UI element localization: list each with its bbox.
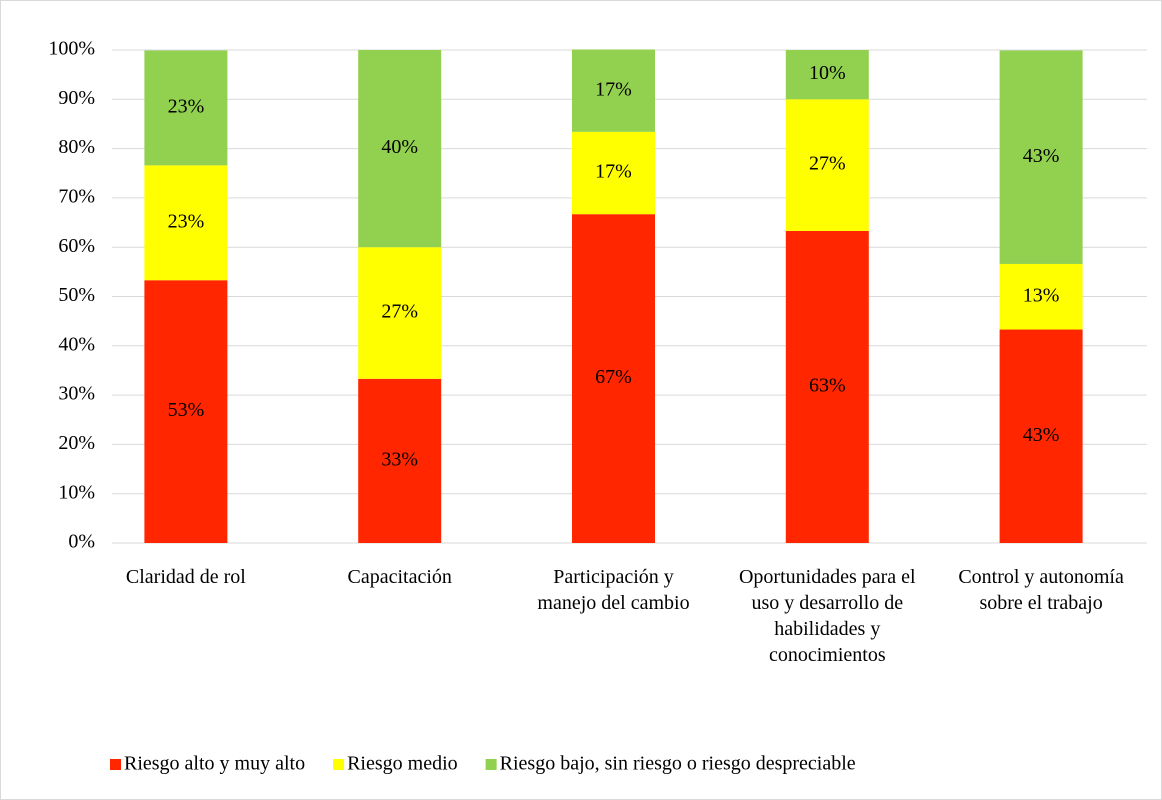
- x-tick-label: Claridad de rol: [126, 566, 246, 588]
- y-tick-label: 50%: [58, 284, 95, 306]
- bar-segment: [785, 230, 869, 543]
- legend-label: Riesgo bajo, sin riesgo o riesgo desprec…: [500, 753, 856, 775]
- data-label: 27%: [809, 153, 846, 175]
- data-label: 17%: [595, 78, 632, 100]
- legend-swatch: [333, 759, 345, 770]
- bar-segment: [572, 214, 655, 543]
- legend-label: Riesgo alto y muy alto: [124, 753, 305, 775]
- data-label: 53%: [168, 399, 205, 421]
- bar-segment: [358, 247, 442, 379]
- data-label: 43%: [1023, 424, 1060, 446]
- bar-segment: [358, 378, 442, 543]
- y-tick-label: 40%: [58, 333, 95, 355]
- bar-segment: [785, 99, 869, 231]
- bar-segment: [144, 165, 228, 281]
- x-tick-label: Capacitación: [347, 566, 451, 588]
- data-label: 23%: [168, 210, 205, 232]
- y-tick-label: 100%: [48, 38, 95, 60]
- bar-segment: [572, 49, 655, 132]
- data-label: 10%: [809, 62, 846, 84]
- x-tick-label: Control y autonomía sobre el trabajo: [958, 566, 1124, 614]
- bar-segment: [785, 50, 869, 100]
- bar-segment: [572, 131, 655, 215]
- y-tick-label: 60%: [58, 235, 95, 257]
- data-label: 40%: [381, 136, 418, 158]
- data-label: 27%: [381, 301, 418, 323]
- y-tick-label: 30%: [58, 383, 95, 405]
- data-label: 23%: [168, 96, 205, 118]
- y-tick-label: 10%: [58, 481, 95, 503]
- x-tick-label: Participación y manejo del cambio: [537, 566, 689, 614]
- bar-segment: [144, 280, 228, 543]
- data-label: 17%: [595, 161, 632, 183]
- y-tick-label: 0%: [68, 531, 95, 553]
- legend-swatch: [110, 759, 121, 770]
- bar-segment: [144, 50, 228, 166]
- x-tick-label: Oportunidades para el uso y desarrollo de…: [739, 566, 916, 666]
- y-tick-label: 70%: [58, 185, 95, 207]
- legend-swatch: [485, 759, 497, 770]
- data-label: 43%: [1023, 145, 1060, 167]
- y-tick-label: 80%: [58, 136, 95, 158]
- y-tick-label: 20%: [58, 432, 95, 454]
- data-label: 33%: [381, 449, 418, 471]
- bar-segment: [999, 263, 1083, 330]
- data-label: 67%: [595, 366, 632, 388]
- bar-segment: [358, 50, 442, 248]
- y-tick-label: 90%: [58, 87, 95, 109]
- legend-label: Riesgo medio: [347, 753, 458, 775]
- data-label: 63%: [809, 375, 846, 397]
- bar-segment: [999, 329, 1083, 543]
- bar-segment: [999, 50, 1083, 264]
- data-label: 13%: [1023, 284, 1060, 306]
